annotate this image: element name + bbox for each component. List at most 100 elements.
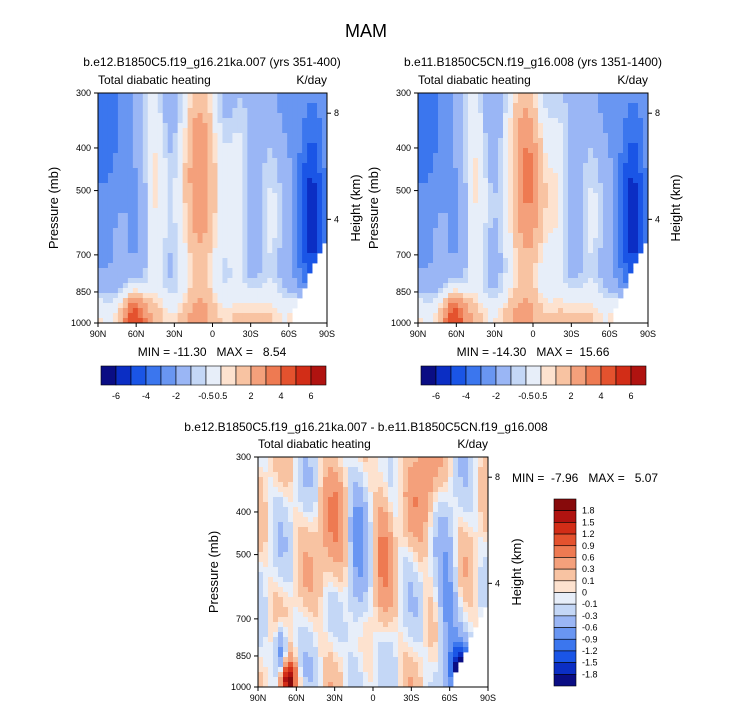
contour-cell (493, 273, 499, 279)
contour-cell (628, 168, 634, 174)
contour-cell (262, 258, 268, 264)
contour-cell (98, 263, 104, 269)
contour-cell (423, 507, 429, 513)
contour-cell (538, 278, 544, 284)
contour-cell (98, 203, 104, 209)
contour-cell (262, 118, 268, 124)
contour-cell (277, 213, 283, 219)
contour-cell (287, 278, 293, 284)
contour-cell (107, 243, 114, 249)
contour-cell (312, 203, 318, 209)
contour-cell (553, 283, 559, 289)
contour-cell (207, 318, 213, 323)
contour-cell (533, 308, 539, 314)
contour-cell (513, 178, 519, 184)
contour-cell (172, 113, 179, 119)
contour-cell (483, 517, 488, 523)
contour-cell (498, 303, 504, 309)
contour-cell (458, 183, 464, 189)
contour-cell (448, 278, 454, 284)
contour-cell (217, 173, 223, 179)
contour-cell (378, 517, 384, 523)
panel-1-stats: MIN = -11.30 MAX = 8.54 (138, 345, 287, 359)
contour-cell (292, 193, 298, 199)
contour-cell (518, 178, 524, 184)
contour-cell (117, 258, 124, 264)
contour-cell (558, 118, 564, 124)
contour-cell (177, 253, 184, 259)
contour-cell (443, 502, 449, 508)
contour-cell (448, 188, 454, 194)
contour-cell (227, 298, 233, 304)
contour-cell (187, 128, 193, 134)
contour-cell (513, 103, 519, 109)
contour-cell (613, 213, 619, 219)
contour-cell (503, 98, 509, 104)
contour-cell (463, 113, 469, 119)
contour-cell (448, 527, 454, 533)
contour-cell (257, 303, 263, 309)
contour-cell (302, 198, 308, 204)
contour-cell (308, 492, 314, 498)
contour-cell (573, 193, 579, 199)
contour-cell (237, 213, 243, 219)
contour-cell (137, 223, 144, 229)
contour-cell (298, 532, 304, 538)
contour-cell (187, 283, 193, 289)
contour-cell (403, 472, 409, 478)
contour-cell (498, 238, 504, 244)
contour-cell (548, 233, 554, 239)
contour-cell (227, 313, 233, 319)
contour-cell (227, 108, 233, 114)
contour-cell (277, 178, 283, 184)
contour-cell (237, 198, 243, 204)
contour-cell (167, 263, 174, 269)
contour-cell (98, 183, 104, 189)
contour-cell (633, 118, 639, 124)
contour-cell (272, 178, 278, 184)
contour-cell (262, 263, 268, 269)
contour-cell (513, 248, 519, 254)
contour-cell (112, 298, 119, 304)
contour-cell (287, 253, 293, 259)
contour-cell (207, 143, 213, 149)
contour-cell (368, 462, 374, 468)
contour-cell (423, 298, 429, 304)
contour-cell (373, 497, 379, 503)
contour-cell (508, 113, 514, 119)
contour-cell (603, 178, 609, 184)
contour-cell (227, 303, 233, 309)
contour-cell (493, 313, 499, 319)
contour-cell (232, 308, 238, 314)
contour-cell (388, 537, 394, 543)
contour-cell (167, 158, 174, 164)
contour-cell (488, 188, 494, 194)
contour-cell (608, 223, 614, 229)
contour-cell (623, 178, 629, 184)
contour-cell (297, 238, 303, 244)
contour-cell (142, 223, 149, 229)
contour-cell (117, 293, 124, 299)
contour-cell (608, 203, 614, 209)
contour-cell (453, 457, 459, 463)
contour-cell (573, 273, 579, 279)
contour-cell (593, 193, 599, 199)
contour-cell (98, 148, 104, 154)
contour-cell (438, 283, 444, 289)
contour-cell (132, 158, 139, 164)
contour-cell (273, 522, 279, 528)
contour-cell (147, 168, 154, 174)
contour-cell (433, 522, 439, 528)
contour-cell (543, 133, 549, 139)
contour-cell (288, 482, 294, 488)
contour-cell (297, 158, 303, 164)
contour-cell (413, 462, 419, 468)
contour-cell (438, 98, 444, 104)
contour-cell (147, 93, 154, 99)
contour-cell (463, 153, 469, 159)
contour-cell (308, 497, 314, 503)
contour-cell (578, 288, 584, 294)
contour-cell (282, 153, 288, 159)
contour-cell (323, 517, 329, 523)
contour-cell (453, 118, 459, 124)
